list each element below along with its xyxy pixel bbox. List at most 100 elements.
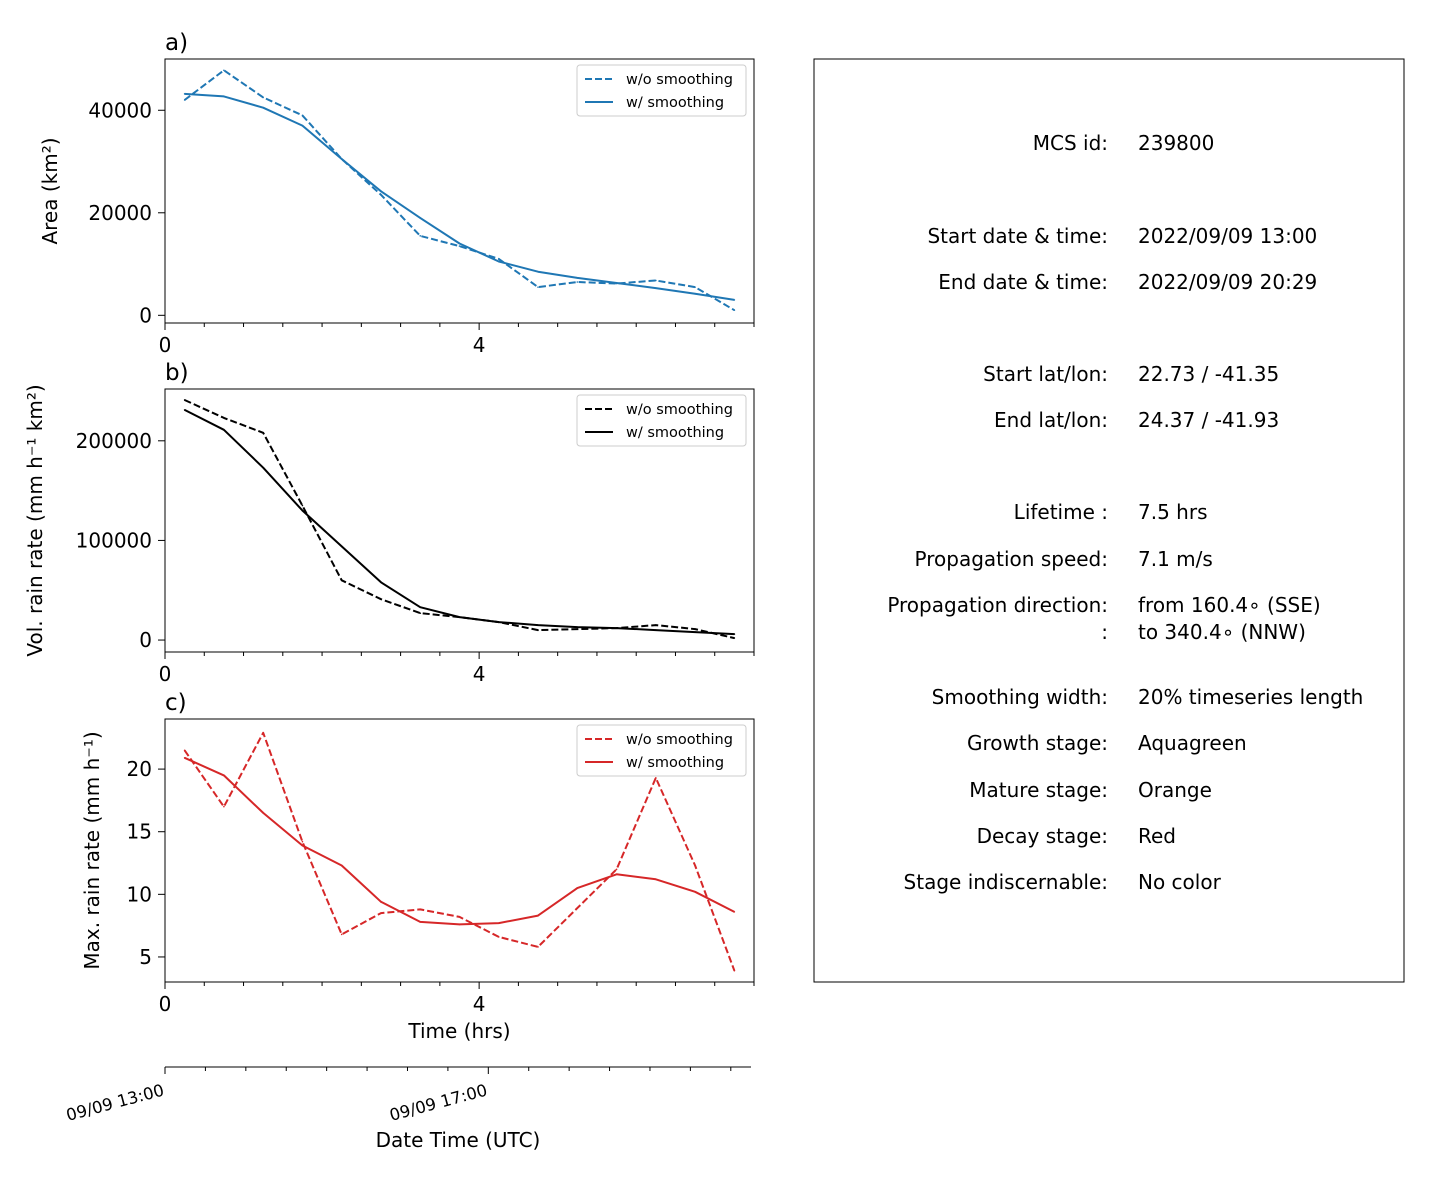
data-point	[458, 916, 461, 918]
data-point	[223, 417, 225, 419]
data-point	[655, 878, 657, 881]
info-key-continuation: :	[1101, 620, 1108, 644]
info-key-decay-stage: Decay stage:	[977, 824, 1108, 848]
data-point	[694, 864, 696, 867]
info-value-growth-stage: Aquagreen	[1138, 731, 1247, 755]
data-point	[419, 606, 422, 608]
info-key-growth-stage: Growth stage:	[967, 731, 1108, 755]
y-tick-label: 200000	[76, 429, 152, 453]
y-tick-label: 0	[139, 628, 152, 652]
data-point	[537, 270, 539, 273]
data-point	[576, 626, 579, 628]
data-point	[340, 545, 343, 548]
data-point	[380, 581, 382, 584]
legend-entry: w/o smoothing	[626, 402, 733, 418]
data-point	[419, 235, 422, 237]
info-value-continuation: to 340.4∘ (NNW)	[1138, 620, 1306, 644]
data-point	[223, 69, 225, 72]
info-value-mcs-id: 239800	[1138, 131, 1214, 155]
info-key-end-lat-lon: End lat/lon:	[994, 408, 1108, 432]
panel-label: b)	[165, 360, 189, 386]
data-point	[537, 286, 539, 288]
info-value-mature-stage: Orange	[1138, 778, 1212, 802]
data-point	[380, 901, 382, 903]
info-value-propagation-speed: 7.1 m/s	[1138, 547, 1213, 571]
data-point	[497, 621, 500, 623]
y-tick-label: 0	[139, 303, 152, 327]
data-point	[733, 309, 736, 311]
data-point	[576, 907, 579, 909]
x-tick-label: 0	[159, 333, 172, 357]
data-point	[694, 891, 696, 893]
data-point	[183, 399, 186, 401]
y-axis-label: Vol. rain rate (mm h⁻¹ km²)	[23, 384, 47, 656]
info-key-mcs-id: MCS id:	[1033, 131, 1108, 155]
legend-entry: w/ smoothing	[626, 95, 724, 111]
data-point	[733, 637, 736, 639]
data-point	[340, 579, 343, 582]
data-point	[733, 633, 736, 635]
y-tick-label: 20000	[88, 201, 152, 225]
legend: w/o smoothing w/ smoothing	[576, 724, 747, 777]
y-tick-label: 20	[127, 757, 152, 781]
axes-frame	[164, 388, 755, 653]
data-point	[262, 466, 264, 469]
info-box	[813, 58, 1405, 983]
data-point	[419, 921, 422, 923]
data-point	[301, 844, 304, 847]
data-point	[380, 598, 382, 601]
data-point	[262, 96, 264, 99]
data-point	[419, 217, 422, 219]
data-point	[694, 631, 696, 633]
info-key-smoothing-width: Smoothing width:	[932, 685, 1108, 709]
data-point	[183, 99, 186, 101]
y-tick-label: 5	[139, 945, 152, 969]
data-point	[301, 840, 304, 843]
y-axis-label: Area (km²)	[38, 137, 62, 244]
data-point	[615, 873, 618, 876]
data-point	[262, 812, 264, 814]
data-point	[655, 279, 657, 282]
data-point	[458, 245, 461, 247]
panel-label: a)	[165, 30, 188, 56]
info-key-start-lat-lon: Start lat/lon:	[983, 362, 1108, 386]
data-point	[615, 627, 618, 629]
x-tick-label: 4	[473, 992, 486, 1016]
data-point	[694, 292, 696, 295]
data-point	[655, 629, 657, 631]
x-tick-label: 0	[159, 992, 172, 1016]
data-point	[537, 629, 539, 631]
legend: w/o smoothing w/ smoothing	[576, 64, 747, 117]
info-key-propagation-speed: Propagation speed:	[915, 547, 1108, 571]
series-line-raw	[184, 399, 735, 640]
info-value-stage-indiscernable: No color	[1138, 870, 1222, 894]
date-tick-label: 09/09 13:00	[64, 1081, 166, 1125]
series-line-smoothed	[184, 92, 735, 301]
legend-box	[576, 724, 747, 777]
legend-entry: w/ smoothing	[626, 755, 724, 771]
data-point	[615, 282, 618, 284]
data-point	[615, 868, 618, 871]
info-key-lifetime: Lifetime :	[1014, 500, 1108, 524]
data-point	[458, 923, 461, 926]
legend-entry: w/o smoothing	[626, 732, 733, 748]
data-point	[380, 194, 382, 196]
data-point	[733, 969, 736, 972]
data-point	[655, 287, 657, 289]
data-point	[301, 509, 304, 512]
data-point	[655, 624, 657, 626]
y-axis-label: Max. rain rate (mm h⁻¹)	[80, 731, 104, 969]
data-point	[419, 908, 422, 911]
data-point	[301, 114, 304, 117]
data-point	[458, 616, 461, 618]
data-point	[183, 749, 186, 752]
data-point	[694, 628, 696, 630]
data-point	[497, 258, 500, 260]
data-point	[262, 731, 264, 734]
data-point	[576, 277, 579, 279]
y-tick-label: 10	[127, 882, 152, 906]
panel-label: c)	[165, 690, 187, 716]
series-line-smoothed	[184, 756, 735, 926]
y-tick-label: 15	[127, 820, 152, 844]
